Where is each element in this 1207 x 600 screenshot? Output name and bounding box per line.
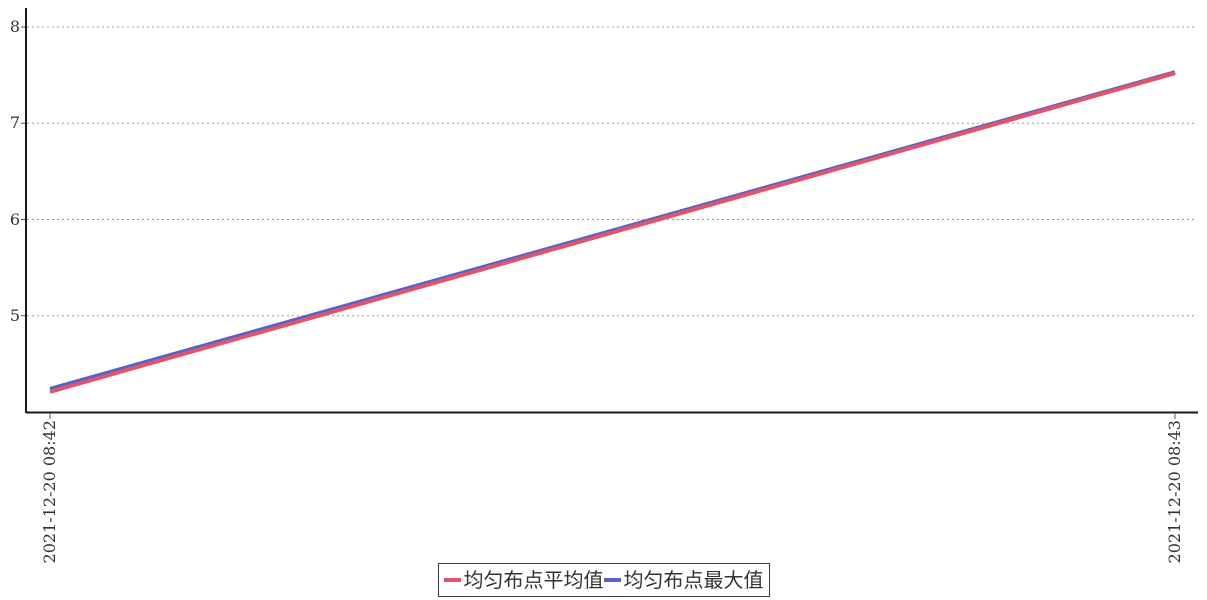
y-tick-label: 5 (9, 305, 20, 325)
legend-row: 均匀布点平均值 均匀布点最大值 (0, 563, 1207, 597)
y-tick-label: 7 (9, 113, 20, 133)
axes-group (21, 8, 1198, 419)
legend-swatch-average (443, 578, 461, 582)
y-tick-label: 6 (9, 209, 20, 229)
gridlines-group (27, 26, 1197, 317)
y-tick-label: 8 (9, 17, 20, 36)
legend-label-max: 均匀布点最大值 (623, 568, 764, 592)
legend: 均匀布点平均值 均匀布点最大值 (437, 563, 770, 597)
legend-label-average: 均匀布点平均值 (463, 568, 604, 592)
legend-item-max: 均匀布点最大值 (603, 567, 764, 593)
x-tick-label-end: 2021-12-20 08:43 (1165, 420, 1184, 564)
legend-swatch-max (603, 578, 621, 582)
series-line-均匀布点平均值 (49, 71, 1176, 394)
series-lines-group (49, 70, 1176, 394)
x-tick-label-start: 2021-12-20 08:42 (40, 420, 59, 564)
legend-item-average: 均匀布点平均值 (443, 567, 604, 593)
